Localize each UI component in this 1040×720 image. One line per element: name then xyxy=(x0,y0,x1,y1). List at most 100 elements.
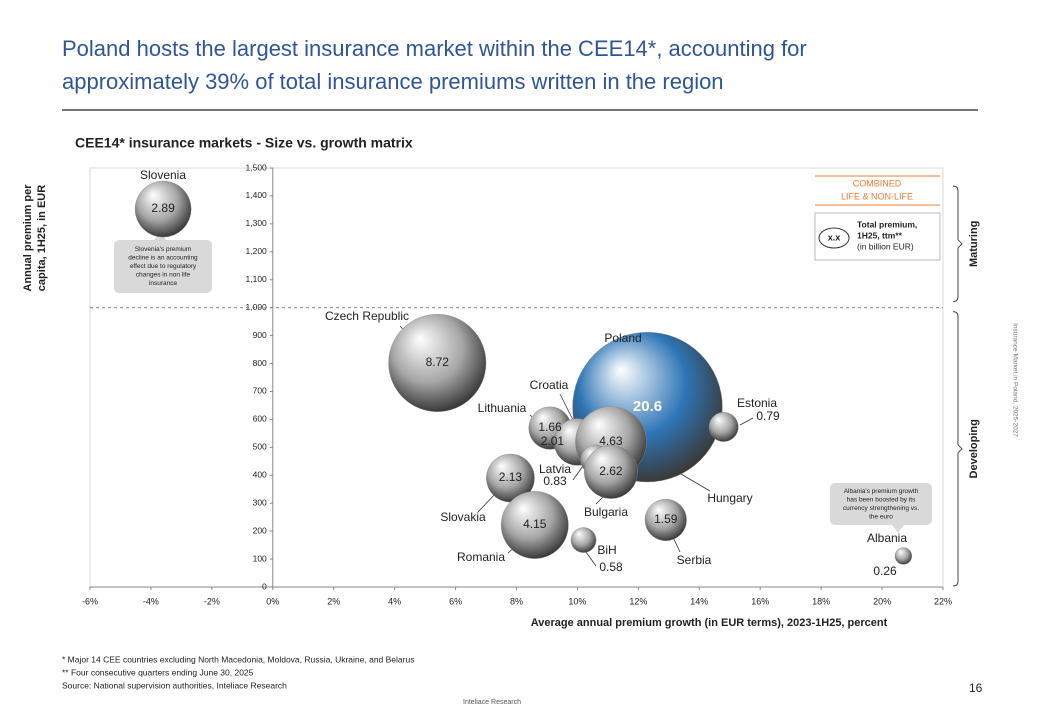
legend-heading: LIFE & NON-LIFE xyxy=(841,191,913,201)
bubble xyxy=(134,180,192,238)
annotation-text: Slovenia's premium xyxy=(135,246,192,253)
x-tick-label: 22% xyxy=(934,596,952,606)
bubble-name: Lithuania xyxy=(478,401,527,415)
leader-line xyxy=(585,551,597,567)
legend-text: Total premium, xyxy=(857,219,917,229)
y-tick-label: 1,100 xyxy=(246,274,268,284)
y-tick-label: 400 xyxy=(253,470,267,480)
bubble-name: Croatia xyxy=(530,378,569,392)
x-tick-label: 6% xyxy=(449,596,462,606)
y-tick-label: 200 xyxy=(253,525,267,535)
x-tick-label: -2% xyxy=(204,596,220,606)
x-axis-label: Average annual premium growth (in EUR te… xyxy=(531,617,888,629)
bubble-value: 4.15 xyxy=(523,517,547,531)
y-tick-label: 500 xyxy=(253,442,267,452)
x-tick-label: -4% xyxy=(143,596,159,606)
title-line: Poland hosts the largest insurance marke… xyxy=(62,36,807,61)
bubble xyxy=(708,412,739,442)
y-tick-label: 300 xyxy=(253,497,267,507)
bubble-value: 4.63 xyxy=(599,434,623,448)
bubble-value: 0.26 xyxy=(873,564,897,578)
x-tick-label: 14% xyxy=(690,596,708,606)
title-line: approximately 39% of total insurance pre… xyxy=(62,69,724,94)
bubble-value: 2.01 xyxy=(541,434,565,448)
bubble-name: Slovakia xyxy=(440,510,486,524)
side-text: Insurance Market in Poland, 2025-2027 xyxy=(1011,323,1018,437)
bubble-value: 2.62 xyxy=(599,464,623,478)
x-tick-label: 18% xyxy=(812,596,830,606)
bubble xyxy=(570,527,597,553)
legend-text: 1H25, ttm** xyxy=(857,230,903,240)
y-tick-label: 1,300 xyxy=(246,218,268,228)
segment-bracket xyxy=(952,185,963,303)
annotation-text: decline is an accounting xyxy=(128,255,198,262)
annotation-box xyxy=(114,240,212,293)
annotation-text: effect due to regulatory xyxy=(130,263,197,270)
bubble-name: BiH xyxy=(597,543,616,557)
bubble-name: Bulgaria xyxy=(584,505,628,519)
legend-text: (in billion EUR) xyxy=(857,241,914,251)
bubble xyxy=(584,445,638,499)
annotation-text: currency strengthening vs. xyxy=(843,505,919,512)
annotation-text: changes in non life xyxy=(136,272,191,279)
annotation-text: insurance xyxy=(149,280,178,287)
y-tick-label: 900 xyxy=(253,330,267,340)
x-tick-label: 20% xyxy=(873,596,891,606)
y-tick-label: 100 xyxy=(253,553,267,563)
bubble-value: 8.72 xyxy=(426,355,450,369)
source: Source: National supervision authorities… xyxy=(62,680,287,690)
x-tick-label: 8% xyxy=(510,596,523,606)
y-tick-label: 1,500 xyxy=(246,162,268,172)
segment-label: Maturing xyxy=(968,221,980,267)
bubble-value: 0.58 xyxy=(599,560,623,574)
bubble-name: Poland xyxy=(604,331,641,345)
x-tick-label: 4% xyxy=(388,596,401,606)
y-tick-label: 800 xyxy=(253,358,267,368)
annotation-pointer xyxy=(892,525,904,533)
x-tick-label: -6% xyxy=(82,596,98,606)
bubble-name: Slovenia xyxy=(140,168,186,182)
y-tick-label: 1,200 xyxy=(246,246,268,256)
bubble-name: Hungary xyxy=(707,491,752,505)
segment-label: Developing xyxy=(968,419,980,478)
bubble xyxy=(500,491,569,559)
y-axis-label: Annual premium per xyxy=(22,184,34,292)
x-tick-label: 12% xyxy=(629,596,647,606)
x-tick-label: 10% xyxy=(568,596,586,606)
annotation-text: has been boosted by its xyxy=(847,496,916,503)
bubble xyxy=(388,314,487,412)
x-tick-label: 16% xyxy=(751,596,769,606)
chart-title: CEE14* insurance markets - Size vs. grow… xyxy=(75,135,413,151)
page-number: 16 xyxy=(969,681,983,695)
footnote: * Major 14 CEE countries excluding North… xyxy=(62,654,414,664)
y-tick-label: 1,400 xyxy=(246,190,268,200)
bubble xyxy=(894,547,913,565)
bubble-value: 1.66 xyxy=(538,420,562,434)
x-tick-label: 2% xyxy=(327,596,340,606)
legend-symbol-label: x.x xyxy=(828,232,841,242)
bubble-value: 2.13 xyxy=(499,470,523,484)
bubble-name: Serbia xyxy=(677,553,712,567)
bubble-name: Albania xyxy=(867,531,907,545)
bubble-value: 0.79 xyxy=(756,409,780,423)
annotation-box xyxy=(830,483,932,525)
y-tick-label: 1,000 xyxy=(246,302,268,312)
y-axis-label: capita, 1H25, in EUR xyxy=(36,185,48,291)
footer: Inteliace Research xyxy=(463,699,521,706)
leader-line xyxy=(739,417,754,426)
bubble-value: 1.59 xyxy=(654,512,678,526)
segment-bracket xyxy=(952,311,963,587)
annotation-text: the euro xyxy=(869,513,893,520)
bubble-name: Latvia xyxy=(539,462,571,476)
y-tick-label: 700 xyxy=(253,386,267,396)
bubble-value: 2.89 xyxy=(151,201,175,215)
bubble xyxy=(644,498,687,541)
bubble-value: 0.83 xyxy=(543,474,567,488)
legend-symbol xyxy=(818,227,850,249)
x-tick-label: 0% xyxy=(266,596,279,606)
bubble-name: Romania xyxy=(457,550,505,564)
bubble-value: 20.6 xyxy=(633,398,662,415)
annotation-text: Albania's premium growth xyxy=(844,488,919,495)
